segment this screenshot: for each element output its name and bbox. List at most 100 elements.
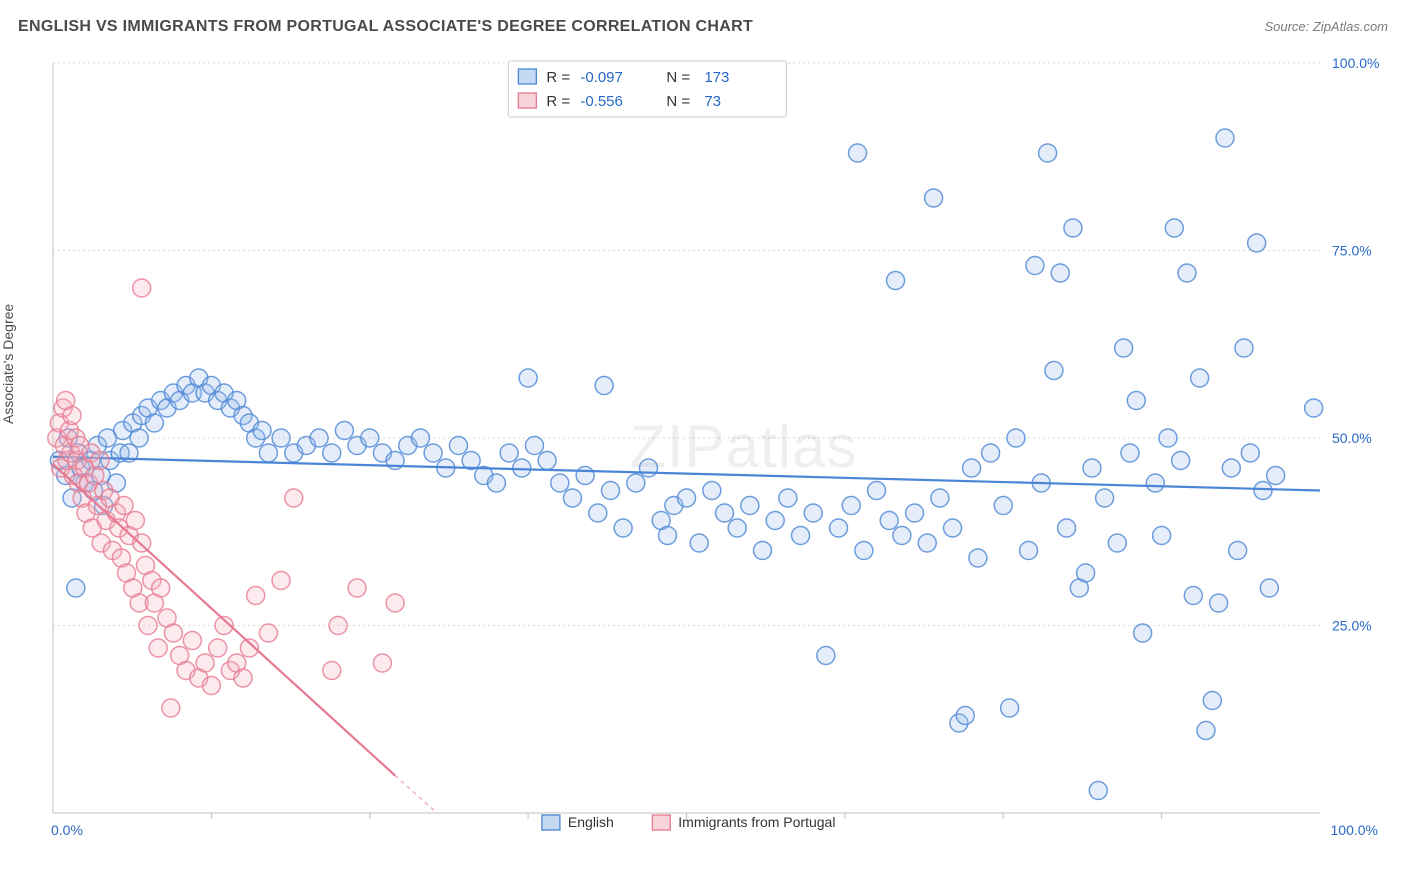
y-tick-label: 50.0% bbox=[1332, 430, 1372, 446]
data-point bbox=[956, 707, 974, 725]
data-point bbox=[1305, 399, 1323, 417]
data-point bbox=[1159, 429, 1177, 447]
data-point bbox=[253, 422, 271, 440]
data-point bbox=[690, 534, 708, 552]
data-point bbox=[678, 489, 696, 507]
data-point bbox=[1203, 692, 1221, 710]
data-point bbox=[162, 699, 180, 717]
data-point bbox=[259, 624, 277, 642]
data-point bbox=[963, 459, 981, 477]
data-point bbox=[1001, 699, 1019, 717]
data-point bbox=[348, 579, 366, 597]
data-point bbox=[1184, 587, 1202, 605]
data-point bbox=[1083, 459, 1101, 477]
data-point bbox=[741, 497, 759, 515]
data-point bbox=[209, 639, 227, 657]
data-point bbox=[1115, 339, 1133, 357]
data-point bbox=[830, 519, 848, 537]
legend-n-value: 73 bbox=[704, 93, 721, 110]
y-tick-label: 100.0% bbox=[1332, 55, 1379, 71]
data-point bbox=[918, 534, 936, 552]
data-point bbox=[329, 617, 347, 635]
data-point bbox=[1007, 429, 1025, 447]
data-point bbox=[925, 189, 943, 207]
data-point bbox=[525, 437, 543, 455]
data-point bbox=[595, 377, 613, 395]
data-point bbox=[855, 542, 873, 560]
data-point bbox=[247, 587, 265, 605]
data-point bbox=[449, 437, 467, 455]
data-point bbox=[1020, 542, 1038, 560]
data-point bbox=[259, 444, 277, 462]
data-point bbox=[1051, 264, 1069, 282]
data-point bbox=[551, 474, 569, 492]
data-point bbox=[91, 452, 109, 470]
legend-swatch bbox=[518, 69, 536, 84]
data-point bbox=[817, 647, 835, 665]
legend-series-label: Immigrants from Portugal bbox=[678, 814, 835, 830]
data-point bbox=[982, 444, 1000, 462]
data-point bbox=[779, 489, 797, 507]
data-point bbox=[1165, 219, 1183, 237]
data-point bbox=[196, 654, 214, 672]
data-point bbox=[1146, 474, 1164, 492]
data-point bbox=[969, 549, 987, 567]
data-point bbox=[728, 519, 746, 537]
data-point bbox=[1191, 369, 1209, 387]
scatter-chart: 25.0%50.0%75.0%100.0%0.0%100.0%ZIPatlasR… bbox=[45, 55, 1388, 847]
data-point bbox=[893, 527, 911, 545]
data-point bbox=[1108, 534, 1126, 552]
data-point bbox=[1172, 452, 1190, 470]
data-point bbox=[126, 512, 144, 530]
data-point bbox=[1039, 144, 1057, 162]
data-point bbox=[424, 444, 442, 462]
data-point bbox=[152, 579, 170, 597]
data-point bbox=[716, 504, 734, 522]
data-point bbox=[285, 489, 303, 507]
legend-n-label: N = bbox=[666, 93, 690, 110]
data-point bbox=[411, 429, 429, 447]
data-point bbox=[1235, 339, 1253, 357]
data-point bbox=[1096, 489, 1114, 507]
data-point bbox=[361, 429, 379, 447]
data-point bbox=[133, 279, 151, 297]
data-point bbox=[1089, 782, 1107, 800]
y-tick-label: 75.0% bbox=[1332, 243, 1372, 259]
data-point bbox=[1178, 264, 1196, 282]
legend-swatch bbox=[518, 93, 536, 108]
data-point bbox=[1077, 564, 1095, 582]
data-point bbox=[1229, 542, 1247, 560]
data-point bbox=[1216, 129, 1234, 147]
data-point bbox=[323, 444, 341, 462]
legend-r-value: -0.556 bbox=[580, 93, 623, 110]
legend-n-label: N = bbox=[666, 69, 690, 86]
chart-area: 25.0%50.0%75.0%100.0%0.0%100.0%ZIPatlasR… bbox=[45, 55, 1388, 847]
legend-series-label: English bbox=[568, 814, 614, 830]
data-point bbox=[487, 474, 505, 492]
data-point bbox=[754, 542, 772, 560]
data-point bbox=[887, 272, 905, 290]
data-point bbox=[1045, 362, 1063, 380]
data-point bbox=[164, 624, 182, 642]
data-point bbox=[994, 497, 1012, 515]
data-point bbox=[115, 497, 133, 515]
data-point bbox=[1134, 624, 1152, 642]
data-point bbox=[139, 617, 157, 635]
data-point bbox=[906, 504, 924, 522]
correlation-legend: R =-0.097N =173R =-0.556N =73 bbox=[508, 61, 786, 117]
data-point bbox=[145, 414, 163, 432]
data-point bbox=[1222, 459, 1240, 477]
data-point bbox=[1058, 519, 1076, 537]
data-point bbox=[639, 459, 657, 477]
trend-extension bbox=[395, 776, 437, 814]
data-point bbox=[792, 527, 810, 545]
data-point bbox=[880, 512, 898, 530]
data-point bbox=[538, 452, 556, 470]
data-point bbox=[183, 632, 201, 650]
chart-title: ENGLISH VS IMMIGRANTS FROM PORTUGAL ASSO… bbox=[18, 18, 753, 36]
data-point bbox=[1127, 392, 1145, 410]
data-point bbox=[67, 579, 85, 597]
data-point bbox=[849, 144, 867, 162]
data-point bbox=[1153, 527, 1171, 545]
data-point bbox=[614, 519, 632, 537]
